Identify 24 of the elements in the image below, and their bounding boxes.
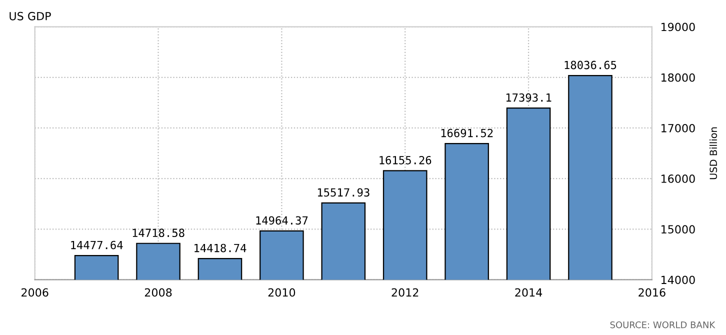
y-axis-title: USD Billion — [710, 127, 718, 180]
x-tick-label: 2010 — [268, 288, 296, 297]
data-label: 16691.52 — [441, 128, 493, 138]
x-tick-label: 2012 — [392, 288, 418, 297]
data-label: 14964.37 — [256, 216, 308, 225]
source-note: SOURCE: WORLD BANK — [610, 321, 716, 328]
y-tick-label: 17000 — [662, 124, 695, 132]
chart-title: US GDP — [10, 12, 51, 20]
x-tick-label: 2014 — [515, 288, 542, 297]
y-tick-label: 18000 — [662, 73, 695, 82]
data-label: 15517.93 — [318, 188, 370, 197]
y-tick-label: 15000 — [662, 225, 695, 234]
x-tick-label: 2008 — [144, 288, 172, 297]
y-tick-label: 14000 — [662, 276, 695, 284]
x-tick-label: 2016 — [638, 288, 666, 297]
y-tick-label: 19000 — [662, 22, 695, 32]
x-tick-label: 2006 — [22, 288, 48, 297]
data-label: 18036.65 — [564, 60, 616, 70]
data-label: 14477.64 — [71, 240, 123, 250]
y-tick-label: 16000 — [662, 174, 695, 183]
data-label: 16155.26 — [380, 156, 432, 164]
data-label: 14718.58 — [132, 228, 184, 238]
data-label: 17393.1 — [506, 93, 552, 102]
data-label: 14418.74 — [194, 244, 246, 252]
